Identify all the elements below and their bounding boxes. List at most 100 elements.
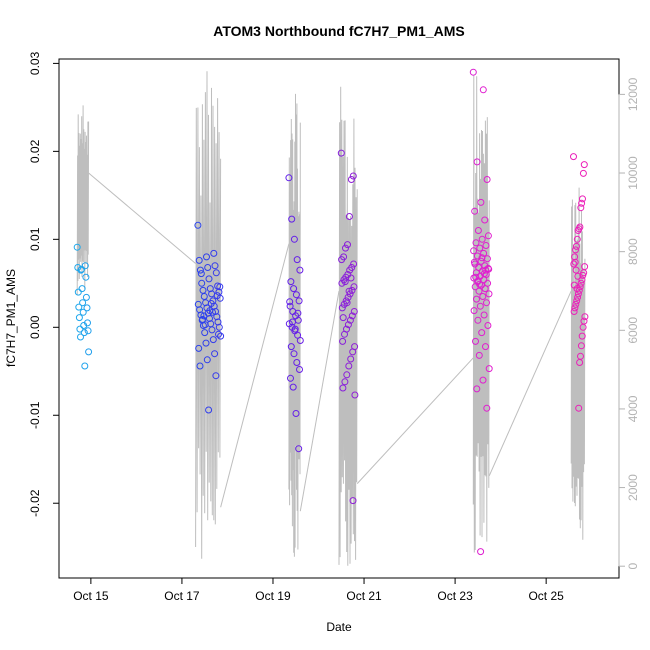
x-tick-label: Oct 15 <box>73 589 109 603</box>
data-point <box>215 323 223 331</box>
data-point <box>472 239 480 247</box>
data-point <box>79 308 87 316</box>
data-point <box>195 256 203 264</box>
data-point <box>576 359 584 366</box>
data-point <box>483 404 491 412</box>
y2-tick-label: 12000 <box>626 77 640 111</box>
data-point <box>340 276 348 284</box>
y-tick-label: 0.00 <box>28 315 42 339</box>
y2-tick-label: 10000 <box>626 156 640 190</box>
data-point <box>483 176 491 183</box>
data-point <box>343 299 351 307</box>
data-point <box>578 332 586 340</box>
data-point <box>82 273 90 281</box>
data-point <box>212 269 220 277</box>
data-point <box>472 273 480 281</box>
x-axis-label: Date <box>326 620 352 634</box>
data-point <box>570 308 578 315</box>
data-point <box>475 351 483 359</box>
data-point <box>470 247 478 255</box>
data-point <box>201 329 209 337</box>
data-point <box>470 258 478 266</box>
data-point <box>478 254 486 262</box>
data-point <box>195 344 203 352</box>
data-point <box>344 241 351 249</box>
data-point <box>578 276 586 284</box>
data-point <box>79 299 87 307</box>
data-point <box>476 302 484 310</box>
data-point <box>349 497 357 505</box>
data-point <box>78 285 86 293</box>
data-point <box>290 350 298 358</box>
data-point <box>194 221 202 229</box>
data-point <box>339 314 347 322</box>
data-point <box>482 242 490 249</box>
data-point <box>75 303 83 311</box>
data-point <box>217 332 225 340</box>
data-point <box>476 280 483 288</box>
data-point <box>289 383 297 391</box>
data-point <box>577 279 585 287</box>
data-point <box>80 329 88 337</box>
data-point <box>80 322 88 329</box>
data-point <box>294 331 302 339</box>
data-point <box>339 337 347 345</box>
data-point <box>294 309 302 317</box>
data-point <box>345 213 353 220</box>
data-point <box>209 308 216 316</box>
data-point <box>198 279 206 287</box>
altitude-transit-line <box>356 357 474 484</box>
data-point <box>77 333 84 341</box>
data-point <box>75 314 83 322</box>
data-point <box>572 246 579 254</box>
data-point <box>213 313 221 321</box>
data-point <box>293 359 301 366</box>
data-point <box>476 244 484 252</box>
data-point <box>472 337 479 345</box>
data-point <box>479 376 487 384</box>
data-point <box>343 371 351 379</box>
chart-title: ATOM3 Northbound fC7H7_PM1_AMS <box>213 23 465 39</box>
y2-tick-label: 0 <box>626 563 640 570</box>
data-point <box>579 323 587 331</box>
fc7h7-series <box>73 68 589 556</box>
data-point <box>210 249 218 257</box>
data-point <box>76 325 84 333</box>
data-point <box>572 242 580 250</box>
data-point <box>84 327 92 335</box>
data-point <box>339 384 347 392</box>
altitude-flight-line <box>570 187 586 540</box>
data-point <box>345 362 353 370</box>
data-point <box>350 260 358 268</box>
data-point <box>73 243 81 251</box>
data-point <box>285 174 293 182</box>
data-point <box>475 287 483 295</box>
data-point <box>578 199 586 207</box>
data-point <box>205 406 213 414</box>
data-point <box>341 378 349 386</box>
data-point <box>481 285 489 293</box>
data-point <box>485 290 493 298</box>
data-point <box>292 410 300 417</box>
data-point <box>208 326 216 334</box>
data-point <box>202 339 210 347</box>
altitude-flight-line <box>338 86 358 566</box>
data-point <box>211 350 219 358</box>
data-point <box>341 330 348 338</box>
data-point <box>290 235 298 243</box>
data-point <box>581 313 589 321</box>
x-tick-label: Oct 19 <box>255 589 291 603</box>
data-point <box>286 302 294 310</box>
data-point <box>296 266 304 274</box>
data-point <box>295 445 303 453</box>
y-tick-label: 0.02 <box>28 139 42 163</box>
data-point <box>215 330 222 338</box>
data-point <box>296 366 303 373</box>
data-point <box>480 249 488 257</box>
altitude-flight-line <box>195 71 222 559</box>
data-point <box>286 298 294 306</box>
data-point <box>485 365 493 373</box>
altitude-series <box>76 71 586 566</box>
data-point <box>291 325 299 333</box>
data-point <box>484 232 492 240</box>
